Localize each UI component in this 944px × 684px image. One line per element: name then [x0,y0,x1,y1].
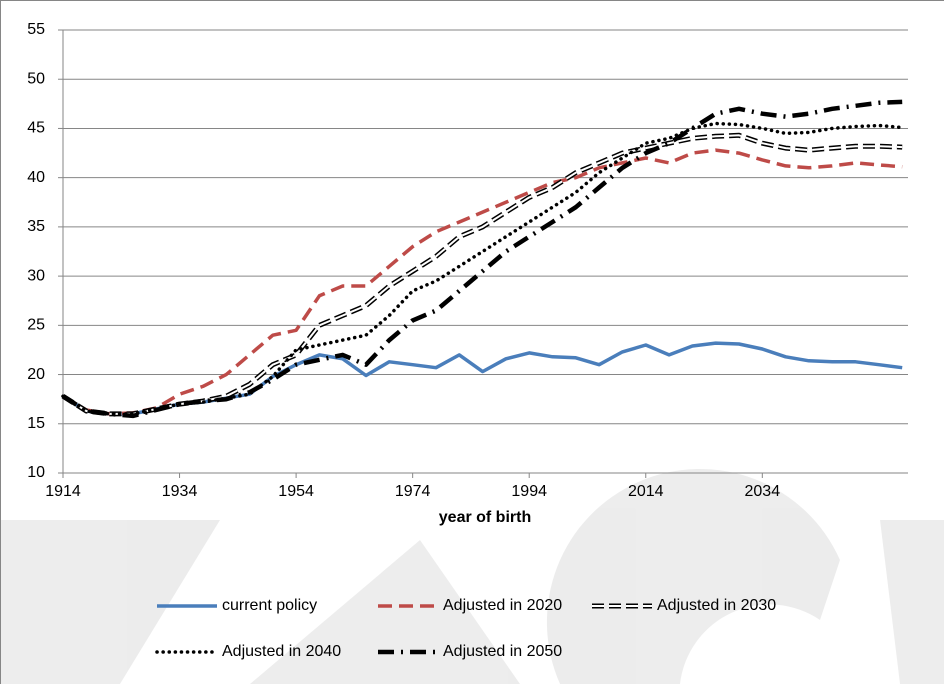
x-tick-label: 2034 [745,483,781,500]
x-tick-label: 1934 [162,483,198,500]
x-tick-label: 1914 [45,483,81,500]
y-tick-label: 25 [27,317,45,334]
x-tick-label: 2014 [628,483,664,500]
x-tick-label: 1994 [511,483,547,500]
legend-label: Adjusted in 2020 [443,597,562,614]
y-tick-label: 50 [27,70,45,87]
x-tick-label: 1974 [395,483,431,500]
y-tick-label: 20 [27,366,45,383]
series-line [62,148,903,416]
x-tick-label: 1954 [278,483,314,500]
y-tick-label: 40 [27,169,45,186]
y-tick-label: 45 [27,120,45,137]
x-axis-title: year of birth [439,509,531,526]
legend-label: Adjusted in 2050 [443,643,562,660]
y-tick-label: 15 [27,415,45,432]
y-tick-label: 35 [27,218,45,235]
series-line [61,121,904,416]
legend-label: current policy [222,597,317,614]
series-line [61,99,903,419]
y-tick-label: 55 [27,21,45,38]
y-tick-label: 30 [27,267,45,284]
watermark [0,468,944,684]
y-tick-label: 10 [27,464,45,481]
legend-label: Adjusted in 2040 [222,643,341,660]
legend-label: Adjusted in 2030 [657,597,776,614]
